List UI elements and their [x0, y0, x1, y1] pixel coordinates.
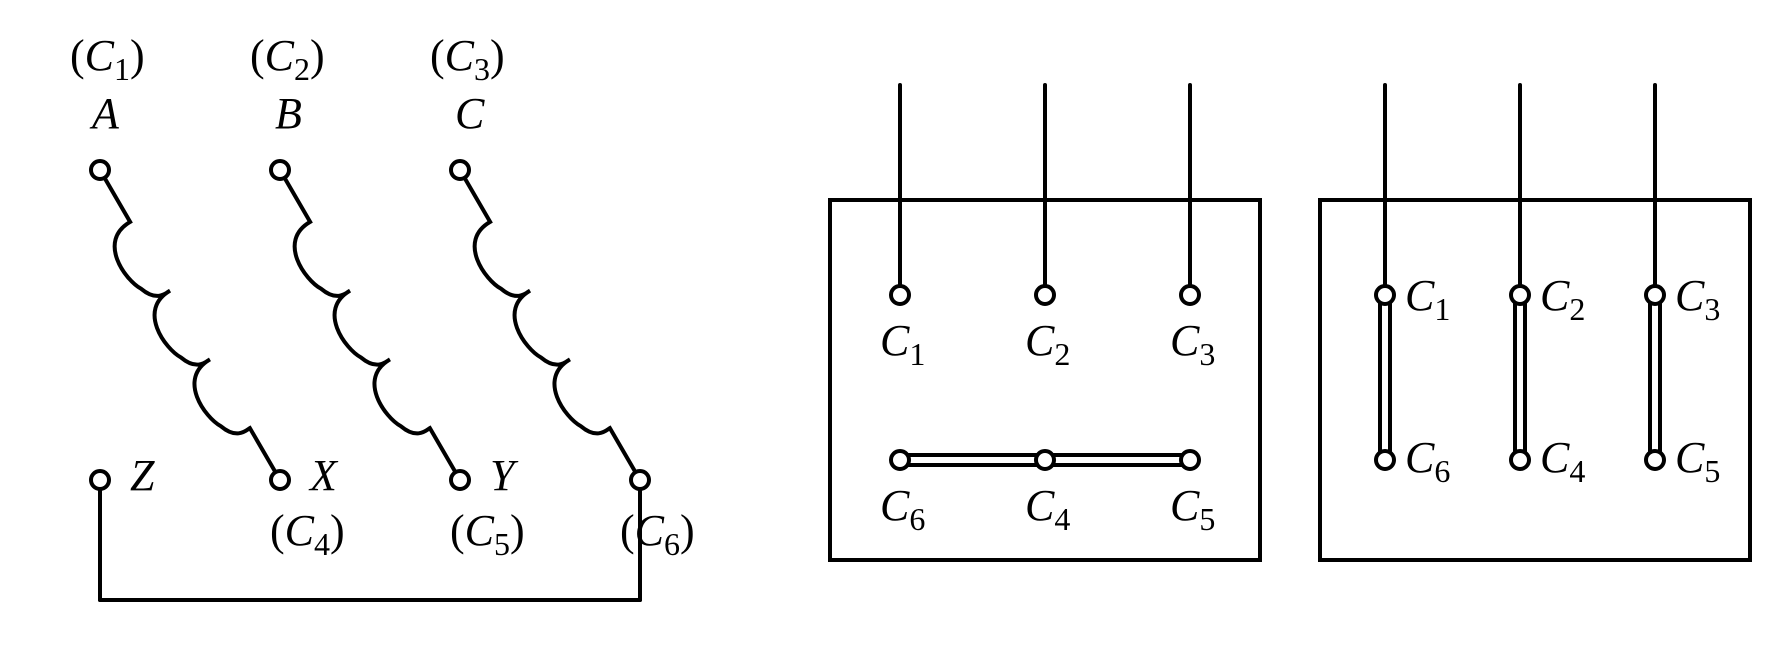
svg-text:C3: C3: [1675, 271, 1720, 327]
svg-text:B: B: [275, 89, 302, 138]
svg-text:C5: C5: [1675, 433, 1720, 489]
svg-text:(C2): (C2): [250, 31, 325, 87]
svg-text:C2: C2: [1025, 316, 1070, 372]
svg-text:(C4): (C4): [270, 506, 345, 562]
svg-text:C1: C1: [880, 316, 925, 372]
svg-text:Z: Z: [130, 451, 155, 500]
svg-text:C: C: [455, 89, 485, 138]
svg-text:(C3): (C3): [430, 31, 505, 87]
svg-text:C5: C5: [1170, 481, 1215, 537]
svg-text:C4: C4: [1540, 433, 1585, 489]
svg-text:A: A: [89, 89, 120, 138]
svg-text:Y: Y: [490, 451, 519, 500]
svg-text:C6: C6: [880, 481, 925, 537]
svg-text:C1: C1: [1405, 271, 1450, 327]
svg-text:(C1): (C1): [70, 31, 145, 87]
svg-text:(C5): (C5): [450, 506, 525, 562]
svg-text:X: X: [308, 451, 339, 500]
svg-text:C6: C6: [1405, 433, 1450, 489]
svg-text:C3: C3: [1170, 316, 1215, 372]
svg-text:C4: C4: [1025, 481, 1070, 537]
motor-terminal-diagram: (C1) (C2) (C3) A B C Z X Y (C4) (C5) (C6) C1 C2 C3 C6 C4…: [0, 0, 1777, 665]
svg-text:(C6): (C6): [620, 506, 695, 562]
svg-text:C2: C2: [1540, 271, 1585, 327]
